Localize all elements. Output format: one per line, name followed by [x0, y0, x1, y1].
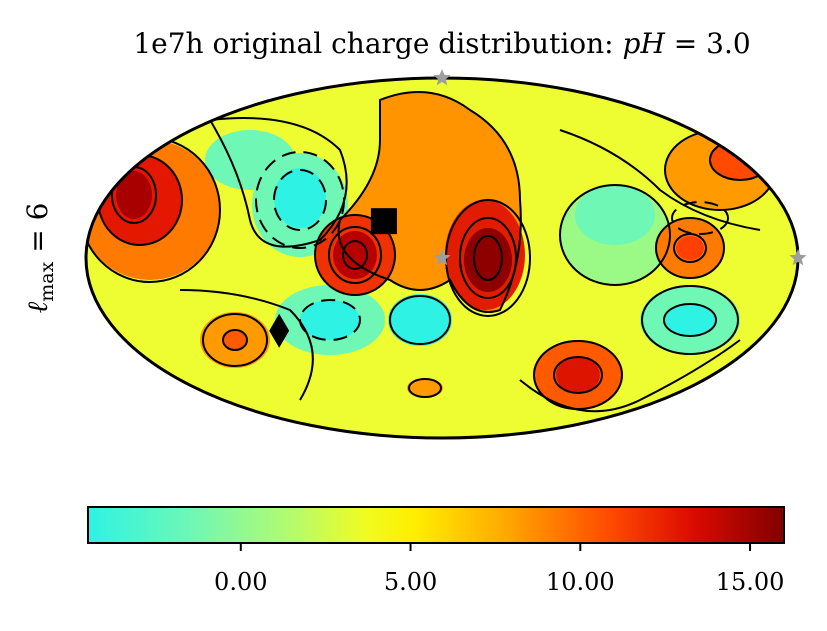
map-field — [86, 78, 798, 438]
star-marker — [789, 249, 807, 266]
colorbar-ticks: 0.00 5.00 10.00 15.00 — [214, 543, 784, 596]
colorbar-tick-label: 0.00 — [214, 568, 267, 596]
square-marker — [370, 208, 397, 235]
star-marker — [433, 249, 451, 266]
y-axis-label: ℓmax = 6 — [21, 203, 58, 314]
chart-title: 1e7h original charge distribution: pH = … — [133, 27, 750, 60]
colorbar — [87, 506, 785, 544]
diamond-marker — [269, 313, 290, 348]
marker-layer — [269, 69, 807, 348]
negative-contours — [255, 151, 729, 341]
colorbar-tick-label: 10.00 — [546, 568, 615, 596]
star-marker — [433, 69, 451, 86]
colorbar-tick-label: 15.00 — [716, 568, 785, 596]
colorbar-tick-label: 5.00 — [384, 568, 437, 596]
